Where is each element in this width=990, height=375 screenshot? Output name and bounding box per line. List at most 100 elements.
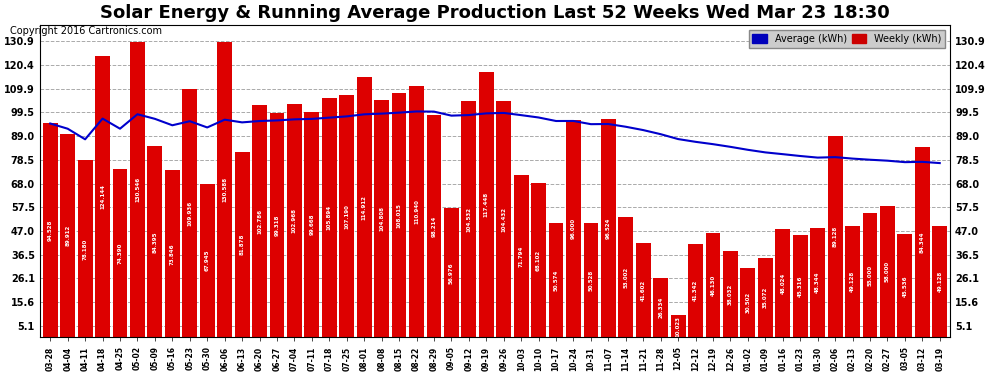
Text: 94.528: 94.528 xyxy=(48,220,52,241)
Bar xyxy=(793,235,808,338)
Bar xyxy=(148,146,162,338)
Text: 102.786: 102.786 xyxy=(257,209,262,234)
Text: 46.130: 46.130 xyxy=(711,274,716,296)
Text: 58.000: 58.000 xyxy=(885,261,890,282)
Text: 124.144: 124.144 xyxy=(100,184,105,210)
Text: 89.912: 89.912 xyxy=(65,225,70,246)
Title: Solar Energy & Running Average Production Last 52 Weeks Wed Mar 23 18:30: Solar Energy & Running Average Productio… xyxy=(100,4,890,22)
Bar xyxy=(356,77,371,338)
Bar xyxy=(95,57,110,338)
Text: 38.032: 38.032 xyxy=(728,284,733,305)
Bar xyxy=(706,233,721,338)
Text: 107.190: 107.190 xyxy=(345,204,349,229)
Text: 74.390: 74.390 xyxy=(118,243,123,264)
Bar xyxy=(182,88,197,338)
Text: 96.524: 96.524 xyxy=(606,217,611,239)
Bar xyxy=(252,105,267,338)
Bar xyxy=(165,170,180,338)
Bar xyxy=(775,229,790,338)
Text: 49.128: 49.128 xyxy=(850,271,855,292)
Text: 56.976: 56.976 xyxy=(448,262,453,284)
Bar xyxy=(77,160,92,338)
Legend: Average (kWh), Weekly (kWh): Average (kWh), Weekly (kWh) xyxy=(748,30,945,48)
Bar xyxy=(566,120,581,338)
Bar xyxy=(217,42,232,338)
Text: 48.024: 48.024 xyxy=(780,273,785,294)
Text: 98.214: 98.214 xyxy=(432,216,437,237)
Bar xyxy=(688,244,703,338)
Text: 130.588: 130.588 xyxy=(222,177,227,202)
Bar xyxy=(427,115,442,338)
Text: 45.536: 45.536 xyxy=(902,275,908,297)
Text: 99.668: 99.668 xyxy=(309,214,315,236)
Bar xyxy=(479,72,494,338)
Text: 108.015: 108.015 xyxy=(397,203,402,228)
Bar xyxy=(514,175,529,338)
Bar xyxy=(374,100,389,338)
Bar xyxy=(235,152,249,338)
Bar xyxy=(915,147,930,338)
Bar xyxy=(583,223,598,338)
Bar xyxy=(653,278,668,338)
Text: 73.846: 73.846 xyxy=(170,243,175,265)
Bar xyxy=(444,209,458,338)
Bar xyxy=(619,217,634,338)
Text: 41.342: 41.342 xyxy=(693,280,698,301)
Text: 102.968: 102.968 xyxy=(292,209,297,233)
Text: 130.546: 130.546 xyxy=(135,177,140,202)
Bar xyxy=(496,101,511,338)
Text: 50.528: 50.528 xyxy=(588,270,593,291)
Bar xyxy=(532,183,546,338)
Bar xyxy=(601,119,616,338)
Text: 84.395: 84.395 xyxy=(152,231,157,253)
Bar xyxy=(862,213,877,338)
Bar xyxy=(810,228,825,338)
Text: 41.602: 41.602 xyxy=(641,280,645,301)
Text: 104.432: 104.432 xyxy=(501,207,506,232)
Bar xyxy=(758,258,773,338)
Bar xyxy=(269,112,284,338)
Bar xyxy=(130,42,145,338)
Text: 109.936: 109.936 xyxy=(187,201,192,226)
Text: 99.318: 99.318 xyxy=(274,214,279,236)
Text: 48.344: 48.344 xyxy=(815,272,820,294)
Text: 50.574: 50.574 xyxy=(553,270,558,291)
Bar xyxy=(305,112,320,338)
Text: 30.502: 30.502 xyxy=(745,292,750,314)
Text: 110.940: 110.940 xyxy=(414,200,419,224)
Bar xyxy=(845,226,860,338)
Bar xyxy=(200,184,215,338)
Text: 81.878: 81.878 xyxy=(240,234,245,255)
Text: 71.794: 71.794 xyxy=(519,246,524,267)
Bar xyxy=(880,206,895,338)
Text: 84.344: 84.344 xyxy=(920,231,925,253)
Text: 104.808: 104.808 xyxy=(379,206,384,231)
Bar xyxy=(548,223,563,338)
Bar xyxy=(636,243,650,338)
Bar xyxy=(898,234,913,338)
Bar xyxy=(670,315,685,338)
Bar xyxy=(828,136,842,338)
Text: 104.532: 104.532 xyxy=(466,207,471,232)
Text: 35.072: 35.072 xyxy=(763,287,768,308)
Text: 96.000: 96.000 xyxy=(571,218,576,239)
Bar xyxy=(43,123,57,338)
Text: 55.000: 55.000 xyxy=(867,265,872,286)
Text: 78.180: 78.180 xyxy=(82,238,88,260)
Bar xyxy=(723,251,738,338)
Bar xyxy=(741,268,755,338)
Bar xyxy=(322,98,337,338)
Bar xyxy=(933,226,947,338)
Bar xyxy=(60,134,75,338)
Bar xyxy=(409,86,424,338)
Text: 26.334: 26.334 xyxy=(658,297,663,318)
Text: Copyright 2016 Cartronics.com: Copyright 2016 Cartronics.com xyxy=(10,26,162,36)
Bar xyxy=(392,93,407,338)
Bar xyxy=(340,95,354,338)
Text: 49.128: 49.128 xyxy=(938,271,942,292)
Text: 105.894: 105.894 xyxy=(327,205,332,230)
Text: 117.448: 117.448 xyxy=(484,192,489,217)
Text: 68.102: 68.102 xyxy=(537,250,542,271)
Text: 89.128: 89.128 xyxy=(833,226,838,247)
Text: 53.002: 53.002 xyxy=(624,267,629,288)
